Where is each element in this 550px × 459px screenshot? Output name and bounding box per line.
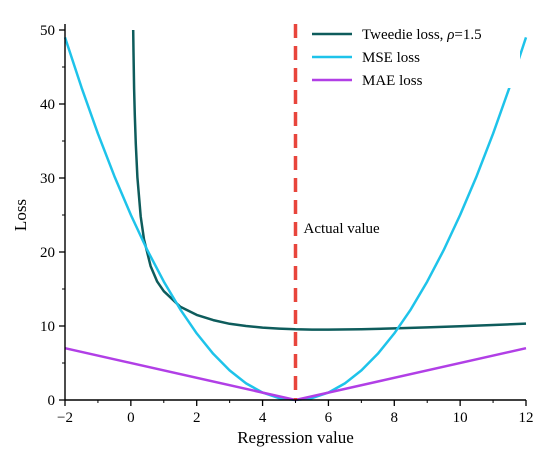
legend: Tweedie loss, ρ=1.5 MSE loss MAE loss — [305, 22, 520, 89]
y-tick-label: 0 — [48, 393, 56, 409]
y-tick-label: 10 — [40, 319, 55, 335]
y-tick-label: 30 — [40, 171, 55, 187]
x-tick-label: 8 — [391, 410, 399, 426]
x-tick-label: 6 — [325, 410, 333, 426]
x-axis: −2 0 2 4 6 8 10 12 — [57, 400, 534, 426]
x-tick-label: 0 — [127, 410, 135, 426]
x-axis-title: Regression value — [237, 428, 354, 447]
y-tick-label: 40 — [40, 97, 55, 113]
x-tick-label: 10 — [453, 410, 468, 426]
legend-label-mse: MSE loss — [362, 50, 420, 66]
legend-label-tweedie: Tweedie loss, ρ=1.5 — [362, 27, 482, 43]
legend-label-tweedie-prefix: Tweedie loss, — [362, 27, 447, 43]
legend-label-tweedie-rho: ρ — [446, 27, 454, 43]
x-tick-label: −2 — [57, 410, 73, 426]
x-tick-label: 4 — [259, 410, 267, 426]
x-tick-label: 12 — [519, 410, 534, 426]
y-tick-label: 50 — [40, 23, 55, 39]
series-line-tweedie — [131, 29, 527, 331]
y-axis: 0 10 20 30 40 50 — [40, 23, 65, 409]
y-tick-label: 20 — [40, 245, 55, 261]
x-tick-label: 2 — [193, 410, 201, 426]
legend-label-tweedie-suffix: =1.5 — [454, 27, 481, 43]
y-axis-title: Loss — [11, 199, 30, 231]
actual-value-annotation: Actual value — [304, 221, 381, 237]
legend-label-mae: MAE loss — [362, 73, 423, 89]
